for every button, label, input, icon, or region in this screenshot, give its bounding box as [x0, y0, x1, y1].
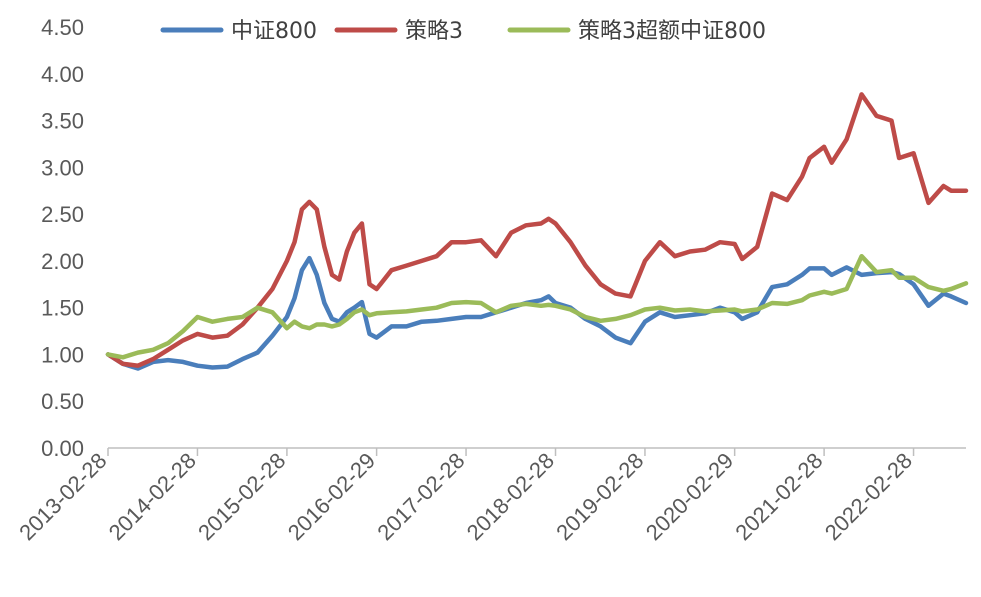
legend-label: 策略3	[405, 19, 463, 44]
y-tick-label: 0.50	[41, 389, 84, 414]
y-tick-label: 1.50	[41, 296, 84, 321]
y-axis: 0.00 0.50 1.00 1.50 2.00 2.50 3.00 3.50 4.00 4.50	[41, 15, 84, 461]
series-line-2	[105, 92, 969, 368]
y-tick-label: 1.00	[41, 342, 84, 367]
x-tick-label: 2020-02-29	[641, 448, 738, 545]
x-tick-label: 2022-02-28	[820, 448, 917, 545]
y-tick-label: 2.50	[41, 202, 84, 227]
x-tick-label: 2019-02-28	[551, 448, 648, 545]
y-tick-label: 4.00	[41, 62, 84, 87]
x-tick-label: 2021-02-28	[730, 448, 827, 545]
x-tick-label: 2018-02-28	[462, 448, 559, 545]
legend-label: 中证800	[231, 19, 317, 44]
legend-label: 策略3超额中证800	[578, 19, 766, 44]
y-tick-label: 3.50	[41, 109, 84, 134]
legend: 中证800 策略3 策略3超额中证800	[160, 19, 766, 44]
y-tick-label: 0.00	[41, 436, 84, 461]
x-tick-label: 2017-02-28	[372, 448, 469, 545]
x-tick-label: 2016-02-29	[283, 448, 380, 545]
x-axis: 2013-02-282014-02-282015-02-282016-02-29…	[14, 447, 966, 545]
x-tick-label: 2013-02-28	[14, 448, 111, 545]
y-tick-label: 2.00	[41, 249, 84, 274]
x-tick-label: 2014-02-28	[104, 448, 201, 545]
y-tick-label: 3.00	[41, 155, 84, 180]
y-tick-label: 4.50	[41, 15, 84, 40]
series-line-3	[105, 253, 969, 360]
series-layer	[105, 92, 969, 371]
series-line-1	[105, 255, 969, 371]
x-tick-label: 2015-02-28	[193, 448, 290, 545]
